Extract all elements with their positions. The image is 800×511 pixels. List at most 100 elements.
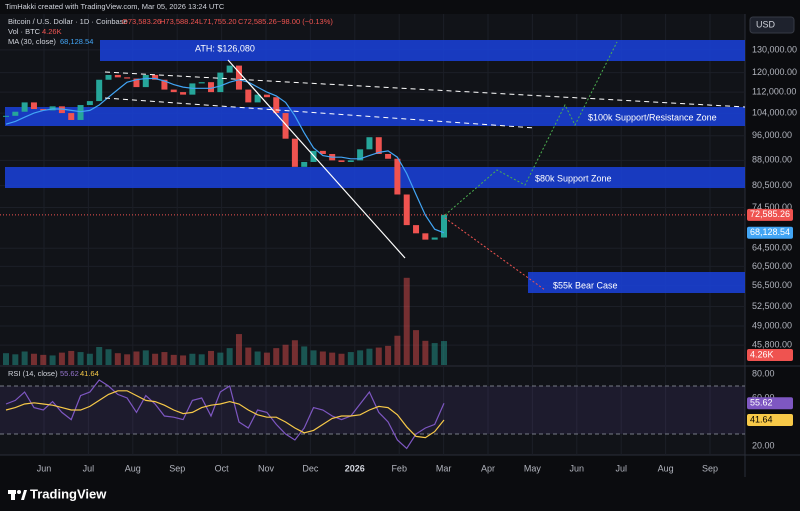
x-tick-label: Nov <box>258 463 275 473</box>
x-tick-label: Oct <box>215 463 230 473</box>
x-tick-label: Jul <box>83 463 95 473</box>
volume-bar <box>86 353 93 365</box>
x-tick-label: Dec <box>302 463 319 473</box>
rsi-ma-value: 41.64 <box>80 369 99 378</box>
volume-badge: 4.26K <box>750 349 774 359</box>
candle <box>441 214 447 238</box>
volume-bar <box>441 341 447 365</box>
volume-bar <box>114 353 121 365</box>
y-tick-label: 56,500.00 <box>752 280 792 290</box>
x-tick-label: 2026 <box>345 463 365 473</box>
volume-bar <box>319 351 326 365</box>
candle <box>366 137 373 150</box>
y-tick-label: 64,500.00 <box>752 243 792 253</box>
candle <box>357 149 364 161</box>
candle <box>263 94 270 98</box>
volume-bar <box>124 354 131 365</box>
x-tick-label: Apr <box>481 463 495 473</box>
candle <box>3 115 9 117</box>
x-tick-label: Feb <box>391 463 407 473</box>
candle <box>208 82 215 93</box>
candle <box>96 79 103 102</box>
volume-bar <box>422 340 429 365</box>
volume-bar <box>375 347 382 365</box>
candle <box>394 158 401 195</box>
candle <box>347 160 354 162</box>
annotation: $55k Bear Case <box>553 280 618 290</box>
candle <box>198 82 205 84</box>
x-tick-label: Aug <box>125 463 141 473</box>
volume-bar <box>152 353 159 365</box>
volume-bar <box>189 353 196 365</box>
y-tick-label: 45,800.00 <box>752 340 792 350</box>
volume-bar <box>357 350 364 365</box>
x-tick-label: Mar <box>436 463 452 473</box>
candle <box>114 74 121 78</box>
volume-bar <box>142 350 149 365</box>
volume-bar <box>161 352 168 365</box>
candle <box>68 113 75 120</box>
y-tick-label: 52,500.00 <box>752 301 792 311</box>
volume-bar <box>105 349 112 365</box>
candle <box>58 106 65 114</box>
rsi-tick-label: 20.00 <box>752 440 775 450</box>
candle <box>217 72 224 93</box>
volume-bar <box>403 277 410 365</box>
brand: TradingView <box>30 486 107 501</box>
price-marks <box>0 65 745 450</box>
volume-bar <box>282 344 289 365</box>
candle <box>170 89 177 93</box>
volume-bar <box>431 343 438 365</box>
candle <box>282 113 289 139</box>
ohlc: L71,755.20 <box>199 17 237 26</box>
volume-bar <box>310 350 317 365</box>
y-tick-label: 49,000.00 <box>752 320 792 330</box>
volume-bar <box>208 350 215 365</box>
ma-badge-bg <box>747 226 793 239</box>
rsi-ma-badge: 41.64 <box>750 414 773 424</box>
volume-legend: Vol · BTC <box>8 27 41 36</box>
x-tick-label: May <box>524 463 542 473</box>
volume-bar <box>329 352 336 365</box>
brand-logo <box>8 490 27 500</box>
candle <box>422 233 429 240</box>
x-tick-label: Jun <box>37 463 52 473</box>
ma-value: 68,128.54 <box>60 37 93 46</box>
candle <box>133 78 140 88</box>
rsi-legend: RSI (14, close) <box>8 369 58 378</box>
ohlc: C72,585.26 <box>238 17 277 26</box>
rsi-line <box>5 379 445 450</box>
y-tick-label: 60,500.00 <box>752 261 792 271</box>
support-zone <box>5 167 745 188</box>
x-tick-label: Sep <box>169 463 185 473</box>
ma-badge: 68,128.54 <box>750 227 790 237</box>
annotation: $100k Support/Resistance Zone <box>588 112 717 122</box>
x-tick-label: Aug <box>658 463 674 473</box>
y-tick-label: 104,000.00 <box>752 107 797 117</box>
volume-bar <box>40 354 47 365</box>
candle <box>338 160 345 162</box>
currency[interactable]: USD <box>756 19 776 29</box>
bull-projection <box>444 41 618 216</box>
rsi-tick-label: 80.00 <box>752 368 775 378</box>
volume-bar <box>413 330 420 365</box>
x-tick-label: Jun <box>570 463 585 473</box>
candle <box>189 83 196 95</box>
candle <box>235 65 242 90</box>
candle <box>152 74 159 80</box>
bear-zone <box>528 272 745 293</box>
volume-bar <box>49 355 56 365</box>
annotation: $80k Support Zone <box>535 173 612 183</box>
rsi-band <box>0 386 745 434</box>
y-tick-label: 112,000.00 <box>752 86 796 96</box>
candle <box>431 237 438 240</box>
currency-button[interactable] <box>749 16 795 34</box>
y-tick-label: 96,000.00 <box>752 130 792 140</box>
rsi-ma-line <box>5 390 445 439</box>
volume-bar <box>96 347 103 365</box>
candle <box>142 74 149 88</box>
volume-bar <box>133 351 140 365</box>
candle <box>291 138 298 167</box>
candle <box>40 109 47 111</box>
candle <box>385 153 392 159</box>
